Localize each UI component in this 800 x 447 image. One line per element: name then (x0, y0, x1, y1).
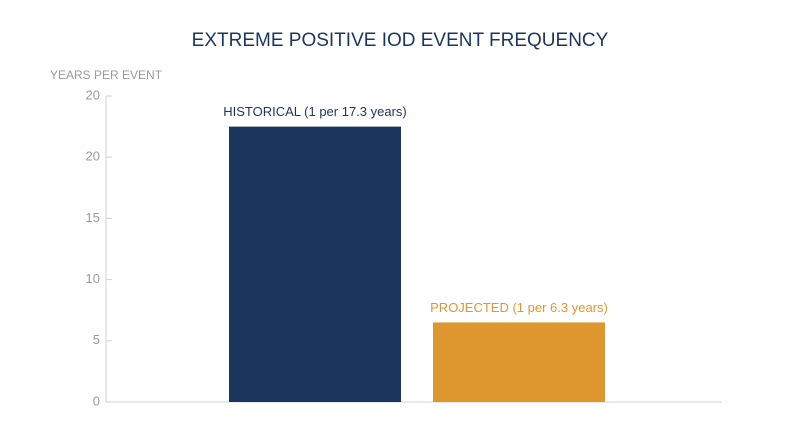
bar-label: HISTORICAL (1 per 17.3 years) (223, 104, 407, 119)
y-tick-label: 10 (86, 271, 100, 286)
y-axis-title: YEARS PER EVENT (50, 68, 163, 82)
y-tick-label: 0 (93, 393, 100, 408)
bar (229, 126, 401, 402)
y-tick-label: 20 (86, 87, 100, 102)
y-tick-label: 5 (93, 332, 100, 347)
y-tick-label: 15 (86, 210, 100, 225)
y-tick-label: 20 (86, 149, 100, 164)
bar (433, 322, 605, 402)
bar-label: PROJECTED (1 per 6.3 years) (430, 300, 608, 315)
chart-title: EXTREME POSITIVE IOD EVENT FREQUENCY (192, 30, 609, 51)
